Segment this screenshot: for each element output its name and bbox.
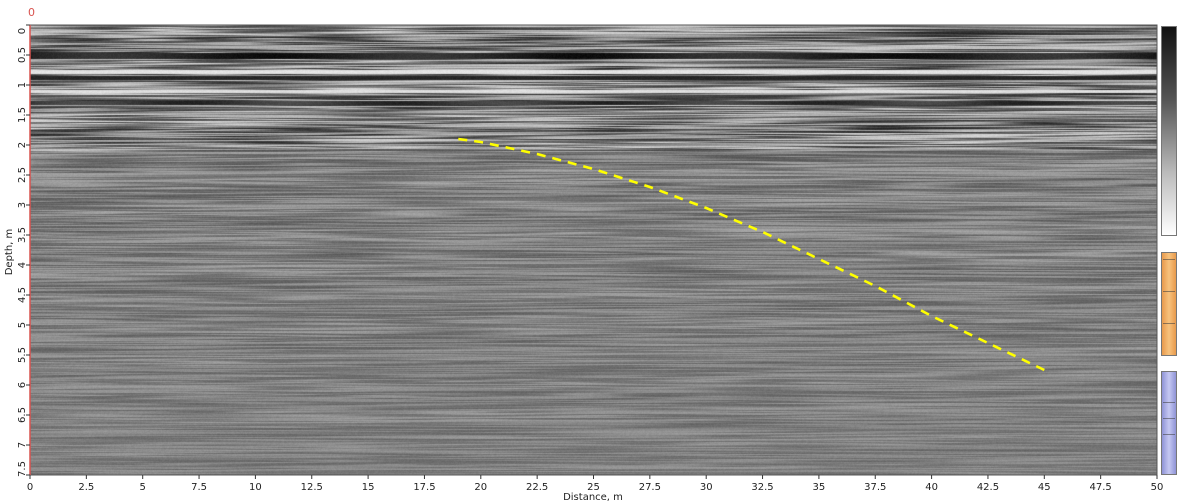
- y-tick-label: 3.5: [17, 227, 28, 243]
- blue-panel-mark: [1163, 418, 1175, 423]
- y-tick-label: 2.5: [17, 167, 28, 183]
- x-tick-label: 0: [27, 482, 33, 493]
- orange-panel-mark: [1163, 259, 1175, 264]
- amplitude-colorbar[interactable]: [1161, 26, 1177, 236]
- x-tick-label: 40: [925, 482, 938, 493]
- x-tick-label: 7.5: [191, 482, 207, 493]
- y-tick-label: 6: [17, 382, 28, 388]
- x-tick-label: 45: [1038, 482, 1051, 493]
- y-tick-label: 0: [17, 28, 28, 34]
- x-axis-ticks: 0 2.5 5 7.5 10 12.5 15 17.5 20 22.5 25 27.5 30 32.5 35…: [27, 475, 1164, 493]
- y-tick-label: 1.5: [17, 107, 28, 123]
- x-tick-label: 37.5: [864, 482, 886, 493]
- x-tick-label: 5: [140, 482, 146, 493]
- radargram-image: [30, 25, 1157, 475]
- x-tick-label: 17.5: [413, 482, 435, 493]
- blue-panel-mark: [1163, 434, 1175, 439]
- x-tick-label: 20: [474, 482, 487, 493]
- x-tick-label: 32.5: [751, 482, 773, 493]
- orange-panel-mark: [1163, 291, 1175, 296]
- y-tick-label: 5.5: [17, 347, 28, 363]
- y-tick-label: 6.5: [17, 407, 28, 423]
- y-axis-ticks: 0 0.5 1 1.5 2 2.5 3 3.5 4 4.5 5 5.5 6 6.5 7 7.5: [17, 24, 30, 477]
- y-tick-label: 7.5: [17, 461, 28, 477]
- y-tick-label: 4.5: [17, 287, 28, 303]
- orange-scale-panel[interactable]: [1161, 252, 1177, 356]
- x-tick-label: 12.5: [301, 482, 323, 493]
- x-tick-label: 35: [813, 482, 826, 493]
- x-tick-label: 30: [700, 482, 713, 493]
- corner-marker-label: 0: [28, 6, 35, 19]
- plot-frame: [29, 24, 1158, 476]
- x-tick-label: 10: [249, 482, 262, 493]
- x-tick-label: 42.5: [977, 482, 999, 493]
- x-tick-label: 27.5: [639, 482, 661, 493]
- y-tick-label: 7: [17, 442, 28, 448]
- y-axis-title: Depth, m: [4, 229, 15, 276]
- blue-panel-mark: [1163, 402, 1175, 407]
- x-tick-label: 25: [587, 482, 600, 493]
- y-tick-label: 4: [17, 262, 28, 268]
- x-axis-title: Distance, m: [563, 492, 623, 503]
- dashed-annotation-curve: [458, 137, 1045, 372]
- x-tick-label: 2.5: [78, 482, 94, 493]
- y-tick-label: 1: [17, 82, 28, 88]
- x-tick-label: 47.5: [1090, 482, 1112, 493]
- x-tick-label: 22.5: [526, 482, 548, 493]
- x-tick-label: 50: [1151, 482, 1164, 493]
- y-tick-label: 5: [17, 322, 28, 328]
- x-tick-label: 15: [362, 482, 375, 493]
- blue-scale-panel[interactable]: [1161, 371, 1177, 475]
- orange-panel-mark: [1163, 323, 1175, 328]
- y-tick-label: 2: [17, 142, 28, 148]
- y-tick-label: 0.5: [17, 47, 28, 63]
- y-tick-label: 3: [17, 202, 28, 208]
